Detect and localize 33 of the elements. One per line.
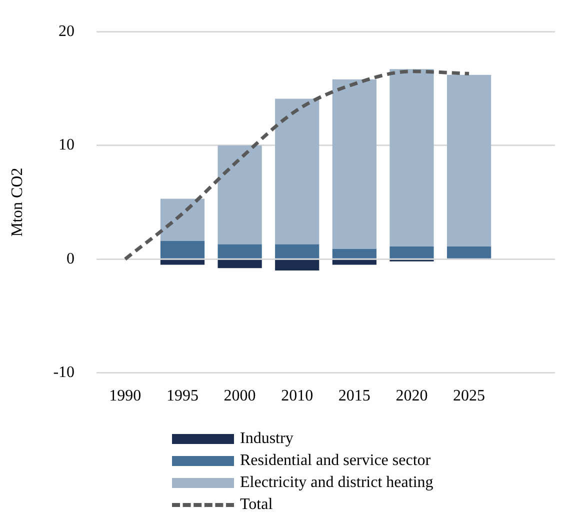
x-tick-label: 1995 (166, 388, 198, 405)
bar (160, 240, 205, 258)
bar (218, 145, 262, 244)
bar (390, 246, 434, 258)
legend-label: Total (240, 496, 273, 514)
bar (160, 260, 205, 265)
legend-label: Industry (240, 430, 294, 448)
y-tick-label: 20 (58, 22, 75, 40)
x-tick-label: 1990 (109, 388, 142, 405)
bar (332, 260, 376, 265)
y-tick-label: 10 (58, 136, 75, 154)
bar (390, 69, 434, 247)
bar (218, 260, 262, 268)
x-tick-label: 2010 (281, 388, 314, 405)
legend-label: Residential and service sector (240, 452, 431, 470)
bar (275, 98, 320, 244)
x-tick-label: 2025 (453, 388, 486, 405)
bar (446, 246, 492, 258)
legend-label: Electricity and district heating (240, 474, 434, 492)
y-tick-label: -10 (53, 364, 75, 382)
bar (332, 79, 376, 249)
x-tick-label: 2020 (396, 388, 428, 405)
y-tick-label: 0 (66, 250, 75, 268)
x-tick-label: 2000 (224, 388, 256, 405)
y-axis-title: Mton CO2 (8, 168, 26, 237)
x-tick-label: 2015 (338, 388, 370, 405)
bar (275, 260, 320, 270)
bar (332, 248, 376, 258)
bar (275, 244, 320, 258)
bar (160, 198, 205, 241)
bar (446, 74, 492, 247)
bar (218, 244, 262, 258)
line-series (123, 70, 471, 261)
